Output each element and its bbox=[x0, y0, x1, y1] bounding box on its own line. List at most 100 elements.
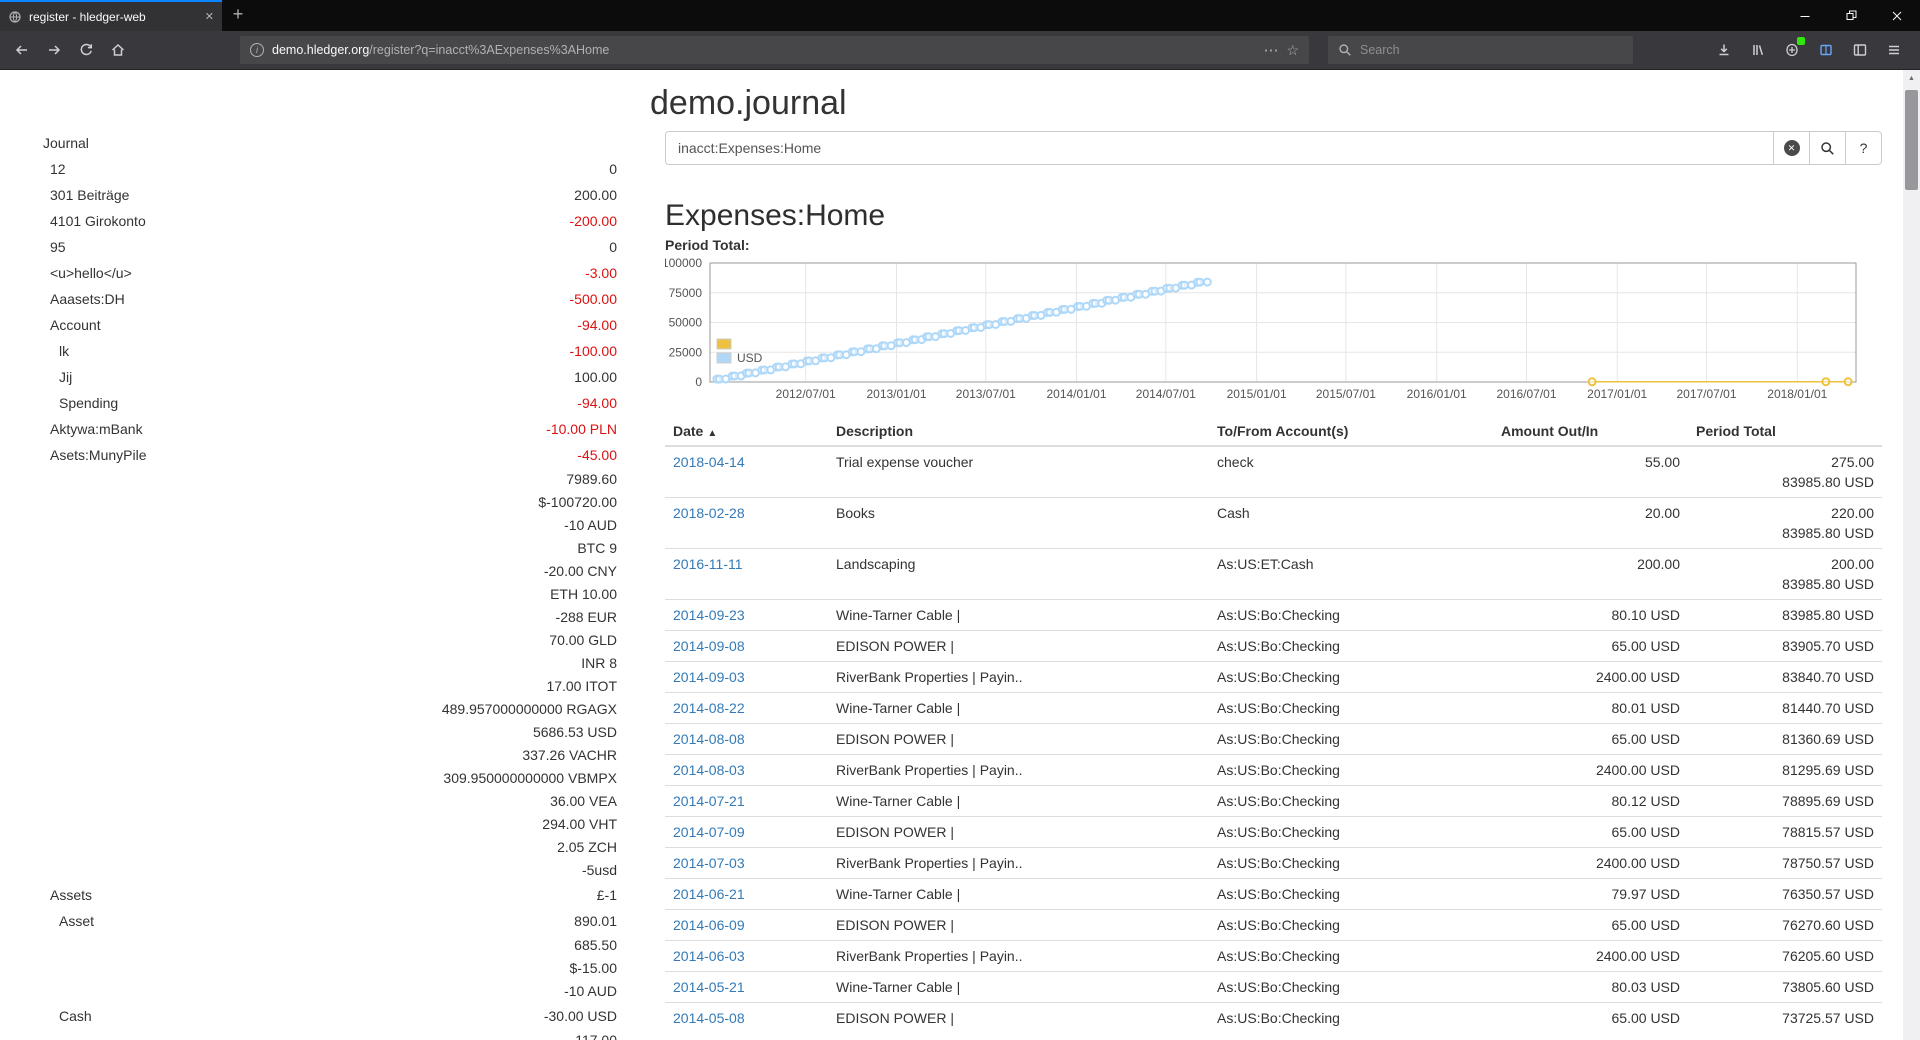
register-period-total-cell: 83840.70 USD bbox=[1688, 661, 1882, 693]
scrollbar-up-icon[interactable]: ▲ bbox=[1908, 75, 1915, 82]
account-name[interactable]: Aktywa:mBank bbox=[50, 421, 143, 437]
addon-button[interactable] bbox=[1778, 36, 1806, 64]
column-header-amount-out-in: Amount Out/In bbox=[1493, 417, 1688, 447]
account-name[interactable]: Aaasets:DH bbox=[50, 291, 125, 307]
account-name[interactable]: 301 Beiträge bbox=[50, 187, 130, 203]
browser-search-bar[interactable]: Search bbox=[1328, 36, 1633, 64]
transaction-date-link[interactable]: 2014-05-08 bbox=[673, 1010, 745, 1026]
bookmark-star-icon[interactable]: ☆ bbox=[1286, 41, 1299, 58]
account-name[interactable]: Assets bbox=[50, 887, 93, 903]
account-name[interactable]: 4101 Girokonto bbox=[50, 213, 146, 229]
sidebar-amount-row: 36.00 VEA bbox=[43, 790, 617, 813]
window-minimize-button[interactable] bbox=[1782, 0, 1828, 31]
register-account-cell: check bbox=[1209, 445, 1493, 498]
menu-button[interactable] bbox=[1880, 36, 1908, 64]
register-account-cell: As:US:Bo:Checking bbox=[1209, 1002, 1493, 1033]
page-actions-icon[interactable]: ⋯ bbox=[1263, 42, 1279, 59]
register-date-cell: 2014-09-08 bbox=[665, 630, 828, 662]
sidebar-amount-row: 70.00 GLD bbox=[43, 629, 617, 652]
search-button[interactable] bbox=[1809, 131, 1846, 165]
library-button[interactable] bbox=[1744, 36, 1772, 64]
account-name[interactable]: Jij bbox=[59, 369, 73, 385]
register-period-total-cell: 76350.57 USD bbox=[1688, 878, 1882, 910]
transaction-date-link[interactable]: 2018-02-28 bbox=[673, 505, 745, 521]
new-tab-button[interactable]: + bbox=[232, 4, 244, 24]
transaction-date-link[interactable]: 2014-06-09 bbox=[673, 917, 745, 933]
transaction-date-link[interactable]: 2014-09-03 bbox=[673, 669, 745, 685]
transaction-date-link[interactable]: 2014-06-03 bbox=[673, 948, 745, 964]
sidebar-toggle-button[interactable] bbox=[1846, 36, 1874, 64]
transaction-date-link[interactable]: 2014-06-21 bbox=[673, 886, 745, 902]
register-amount-cell: 65.00 USD bbox=[1493, 630, 1688, 662]
clear-query-button[interactable]: ✕ bbox=[1773, 131, 1810, 165]
reload-button[interactable] bbox=[72, 36, 100, 64]
transaction-date-link[interactable]: 2014-07-03 bbox=[673, 855, 745, 871]
sidebar-amount-row: 294.00 VHT bbox=[43, 813, 617, 836]
account-balance: -20.00 CNY bbox=[543, 563, 617, 579]
register-amount-cell: 80.03 USD bbox=[1493, 971, 1688, 1003]
column-header-date[interactable]: Date ▲ bbox=[665, 417, 828, 447]
account-name[interactable]: lk bbox=[59, 343, 70, 359]
svg-text:2015/01/01: 2015/01/01 bbox=[1227, 387, 1287, 401]
transaction-date-link[interactable]: 2016-11-11 bbox=[673, 556, 743, 572]
transaction-date-link[interactable]: 2014-07-09 bbox=[673, 824, 745, 840]
browser-chrome: register - hledger-web ✕ + bbox=[0, 0, 1920, 70]
window-close-button[interactable] bbox=[1874, 0, 1920, 31]
download-button[interactable] bbox=[1710, 36, 1738, 64]
account-name[interactable]: Asset bbox=[59, 913, 95, 929]
url-path: /register?q=inacct%3AExpenses%3AHome bbox=[369, 43, 610, 57]
register-amount-cell: 2400.00 USD bbox=[1493, 940, 1688, 972]
transaction-date-link[interactable]: 2014-09-23 bbox=[673, 607, 745, 623]
forward-button[interactable] bbox=[40, 36, 68, 64]
window-restore-button[interactable] bbox=[1828, 0, 1874, 31]
transaction-date-link[interactable]: 2014-08-03 bbox=[673, 762, 745, 778]
sidebar-amount-row: 309.950000000000 VBMPX bbox=[43, 767, 617, 790]
sidebar-amount-row: 7989.60 bbox=[43, 468, 617, 491]
download-icon bbox=[1719, 44, 1729, 56]
period-total-line: 220.00 bbox=[1831, 505, 1874, 521]
transaction-date-link[interactable]: 2014-07-21 bbox=[673, 793, 745, 809]
account-name[interactable]: 95 bbox=[50, 239, 66, 255]
scrollbar-thumb[interactable] bbox=[1905, 90, 1918, 190]
register-row: 2014-07-21 Wine-Tarner Cable | As:US:Bo:Ch… bbox=[665, 785, 1882, 817]
period-total-line: 83985.80 USD bbox=[1782, 576, 1874, 592]
search-icon bbox=[1821, 141, 1834, 155]
browser-tab[interactable]: register - hledger-web ✕ bbox=[0, 0, 222, 31]
account-name[interactable]: Spending bbox=[59, 395, 119, 411]
reader-button[interactable] bbox=[1812, 36, 1840, 64]
sidebar-journal-link[interactable]: Journal bbox=[43, 135, 89, 151]
transaction-date-link[interactable]: 2014-08-08 bbox=[673, 731, 745, 747]
account-name[interactable]: 12 bbox=[50, 161, 66, 177]
sidebar-account-row: Spending -94.00 bbox=[43, 390, 617, 416]
sidebar-account-row: Cash -30.00 USD bbox=[43, 1003, 617, 1029]
account-name[interactable]: Cash bbox=[59, 1008, 92, 1024]
svg-text:2014/01/01: 2014/01/01 bbox=[1046, 387, 1106, 401]
register-period-total-cell: 73725.57 USD bbox=[1688, 1002, 1882, 1033]
back-button[interactable] bbox=[8, 36, 36, 64]
transaction-date-link[interactable]: 2014-09-08 bbox=[673, 638, 745, 654]
site-info-icon[interactable]: i bbox=[250, 43, 264, 57]
period-total-line: 78815.57 USD bbox=[1782, 824, 1874, 840]
transaction-date-link[interactable]: 2014-08-22 bbox=[673, 700, 745, 716]
account-name[interactable]: <u>hello</u> bbox=[50, 265, 132, 281]
transaction-date-link[interactable]: 2018-04-14 bbox=[673, 454, 745, 470]
register-date-cell: 2014-05-21 bbox=[665, 971, 828, 1003]
tab-close-icon[interactable]: ✕ bbox=[204, 11, 214, 23]
account-name[interactable]: Asets:MunyPile bbox=[50, 447, 147, 463]
register-description-cell: Books bbox=[828, 497, 1209, 549]
account-balance: 309.950000000000 VBMPX bbox=[443, 770, 617, 786]
register-date-cell: 2014-06-03 bbox=[665, 940, 828, 972]
account-balance: 5686.53 USD bbox=[532, 724, 617, 740]
column-header-to-from-account-s: To/From Account(s) bbox=[1209, 417, 1493, 447]
sidebar-account-row: 12 0 bbox=[43, 156, 617, 182]
account-name[interactable]: Account bbox=[50, 317, 101, 333]
url-bar[interactable]: i demo.hledger.org/register?q=inacct%3AE… bbox=[240, 36, 1309, 64]
home-button[interactable] bbox=[104, 36, 132, 64]
scrollbar-track[interactable]: ▲ bbox=[1903, 70, 1920, 1040]
account-tree: 12 0 301 Beiträge 200.00 4101 Girokonto -200.… bbox=[43, 156, 617, 1040]
svg-text:25000: 25000 bbox=[669, 345, 703, 359]
query-input[interactable] bbox=[665, 131, 1774, 165]
account-balance: BTC 9 bbox=[577, 540, 617, 556]
transaction-date-link[interactable]: 2014-05-21 bbox=[673, 979, 745, 995]
help-button[interactable]: ? bbox=[1845, 131, 1882, 165]
